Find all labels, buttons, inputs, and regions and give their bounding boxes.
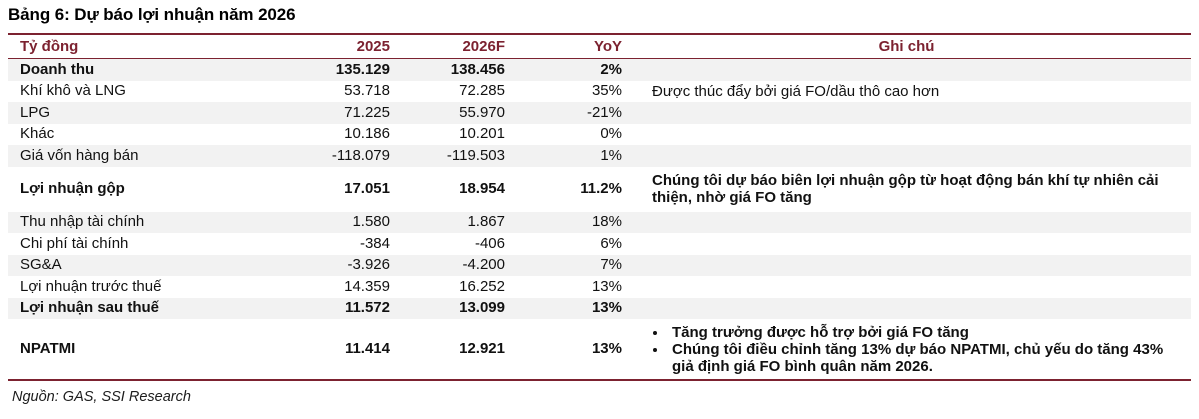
- value-2026f: 55.970: [459, 103, 505, 121]
- value-2026f: 12.921: [459, 340, 505, 357]
- table-row: Giá vốn hàng bán -118.079 -119.503 1%: [8, 145, 1191, 167]
- value-2025: -384: [359, 234, 390, 252]
- value-2026f: -119.503: [446, 146, 505, 164]
- value-yoy: 1%: [600, 146, 622, 164]
- value-2025: 11.414: [344, 340, 390, 357]
- value-yoy: 6%: [600, 234, 622, 252]
- row-note: Tăng trưởng được hỗ trợ bởi giá FO tăngC…: [622, 322, 1191, 377]
- value-2025: 135.129: [335, 60, 390, 78]
- value-yoy: -21%: [586, 103, 622, 121]
- table-row: Thu nhập tài chính 1.580 1.867 18%: [8, 211, 1191, 233]
- value-yoy: 18%: [591, 213, 622, 231]
- row-note: Được thúc đẩy bởi giá FO/dầu thô cao hơn: [652, 82, 940, 100]
- value-2025: -3.926: [347, 256, 390, 274]
- value-2026f: 13.099: [459, 299, 505, 317]
- table-title: Bảng 6: Dự báo lợi nhuận năm 2026: [8, 5, 296, 24]
- value-yoy: 2%: [600, 60, 622, 78]
- value-2026f: -406: [474, 234, 505, 252]
- row-label: Thu nhập tài chính: [20, 213, 145, 231]
- value-2025: 14.359: [344, 277, 390, 295]
- value-2025: 10.186: [344, 125, 390, 143]
- row-label: Khí khô và LNG: [20, 82, 126, 100]
- table-row: Khác 10.186 10.201 0%: [8, 123, 1191, 145]
- row-label: Lợi nhuận sau thuế: [20, 299, 159, 317]
- value-2025: 53.718: [344, 82, 390, 100]
- column-header-2025: 2025: [356, 38, 390, 55]
- table-row: LPG 71.225 55.970 -21%: [8, 102, 1191, 124]
- row-note: Chúng tôi dự báo biên lợi nhuận gộp từ h…: [652, 172, 1159, 206]
- row-label: Khác: [20, 125, 55, 143]
- table-row: NPATMI 11.414 12.921 13% Tăng trưởng được hỗ…: [8, 319, 1191, 379]
- value-yoy: 13%: [591, 340, 622, 357]
- value-2026f: 10.201: [459, 125, 505, 143]
- forecast-table: Tỷ đồng 2025 2026F YoY Ghi chú Doanh thu…: [8, 33, 1191, 381]
- value-2026f: 72.285: [459, 82, 505, 100]
- table-row: Lợi nhuận trước thuế 14.359 16.252 13%: [8, 276, 1191, 298]
- table-row: Lợi nhuận gộp 17.051 18.954 11.2% Chúng tôi …: [8, 166, 1191, 212]
- column-header-2026f: 2026F: [462, 38, 505, 55]
- row-label: NPATMI: [20, 340, 76, 357]
- value-2025: -118.079: [331, 146, 390, 164]
- value-2026f: 1.867: [467, 213, 505, 231]
- value-2026f: 16.252: [459, 277, 505, 295]
- row-label: LPG: [20, 103, 51, 121]
- note-bullet-list: Tăng trưởng được hỗ trợ bởi giá FO tăngC…: [652, 324, 1181, 375]
- row-label: Giá vốn hàng bán: [20, 146, 139, 164]
- table-row: Khí khô và LNG 53.718 72.285 35% Được thúc đ…: [8, 80, 1191, 102]
- value-yoy: 7%: [600, 256, 622, 274]
- row-label: SG&A: [20, 256, 62, 274]
- value-2025: 71.225: [344, 103, 390, 121]
- row-label: Doanh thu: [20, 60, 95, 78]
- report-figure: Bảng 6: Dự báo lợi nhuận năm 2026 Tỷ đồn…: [0, 0, 1199, 405]
- source-note: Nguồn: GAS, SSI Research: [12, 389, 191, 405]
- table-row: Chi phí tài chính -384 -406 6%: [8, 233, 1191, 255]
- row-label: Lợi nhuận trước thuế: [20, 277, 162, 295]
- value-2026f: 18.954: [459, 180, 505, 197]
- value-2025: 17.051: [344, 180, 390, 197]
- note-bullet: Tăng trưởng được hỗ trợ bởi giá FO tăng: [668, 324, 1181, 341]
- value-2025: 11.572: [344, 299, 390, 317]
- value-2025: 1.580: [352, 213, 390, 231]
- value-2026f: 138.456: [450, 60, 505, 78]
- value-yoy: 0%: [600, 125, 622, 143]
- value-yoy: 11.2%: [580, 180, 622, 197]
- row-label: Chi phí tài chính: [20, 234, 129, 252]
- table-row: Lợi nhuận sau thuế 11.572 13.099 13%: [8, 297, 1191, 319]
- value-yoy: 35%: [591, 82, 622, 100]
- value-yoy: 13%: [591, 299, 622, 317]
- column-header-yoy: YoY: [593, 38, 622, 55]
- table-row: Doanh thu 135.129 138.456 2%: [8, 59, 1191, 81]
- column-header-unit: Tỷ đồng: [20, 38, 79, 55]
- row-label: Lợi nhuận gộp: [20, 180, 125, 197]
- value-yoy: 13%: [591, 277, 622, 295]
- value-2026f: -4.200: [462, 256, 505, 274]
- table-header-row: Tỷ đồng 2025 2026F YoY Ghi chú: [8, 35, 1191, 59]
- note-bullet: Chúng tôi điều chỉnh tăng 13% dự báo NPA…: [668, 341, 1181, 375]
- table-row: SG&A -3.926 -4.200 7%: [8, 254, 1191, 276]
- table-body: Doanh thu 135.129 138.456 2% Khí khô và LNG 5…: [8, 59, 1191, 379]
- column-header-note: Ghi chú: [878, 38, 935, 55]
